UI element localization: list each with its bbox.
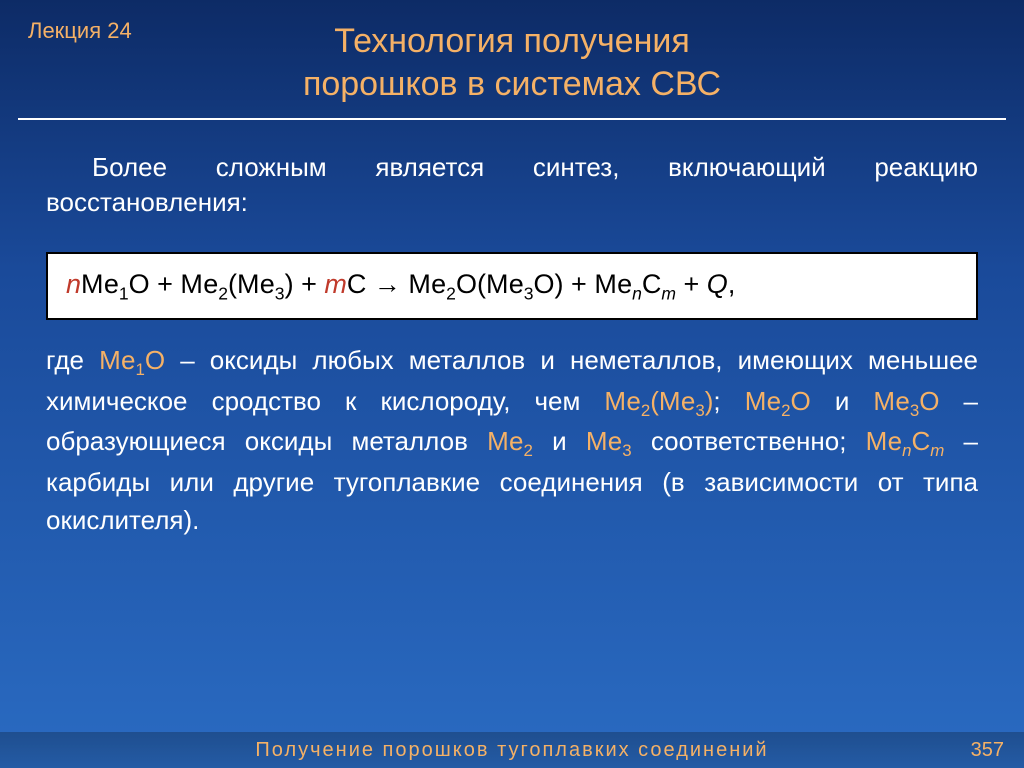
eq-me2o: Ме [408,269,446,299]
eq-plus4: + [676,269,707,299]
sym-me3-only-sub: 3 [622,442,631,461]
sym-me2: Ме [604,386,640,416]
intro-paragraph: Более сложным является синтез, включающи… [46,150,978,220]
eq-comma: , [728,269,736,299]
eq-me3: Ме [237,269,275,299]
sym-me3o-o: О [919,386,939,416]
eq-me2: Ме [180,269,218,299]
eq-open: ( [228,269,237,299]
title-divider [18,118,1006,120]
sym-me1o: Ме1О [99,345,165,375]
sym-me2me3: Ме2(Ме3) [604,386,713,416]
sym-me2o-me: Ме [745,386,781,416]
eq-me1o: Ме [81,269,119,299]
exp-t3: соответственно; [632,426,866,456]
sym-me2o-o: О [791,386,811,416]
eq-arrow: → [366,269,408,299]
eq-menc: Ме [594,269,632,299]
eq-menc-n: n [632,283,642,303]
sym-me3o: Ме3О [873,386,939,416]
sym-me1o-o: О [145,345,165,375]
sym-me3: Ме [659,386,695,416]
sym-mencm: МеnСm [866,426,945,456]
slide-title: Технология получения порошков в системах… [0,20,1024,105]
sym-me1o-sub: 1 [135,360,144,379]
var-m: m [324,269,347,299]
sym-me2-only-sub: 2 [524,442,533,461]
sym-me1o-me: Ме [99,345,135,375]
equation-box: nМе1О + Ме2(Ме3) + mС → Ме2О(Ме3О) + Меn… [46,252,978,320]
exp-semi1: ; [713,386,744,416]
sym-mencm-me: Ме [866,426,902,456]
sym-me3-only: Ме3 [586,426,632,456]
slide: Лекция 24 Технология получения порошков … [0,0,1024,768]
eq-plus3: + [564,269,595,299]
eq-me3o: Ме [486,269,524,299]
footer-text: Получение порошков тугоплавких соединени… [255,739,768,762]
eq-c: С [347,269,367,299]
eq-me1o-sub: 1 [119,283,129,303]
sym-me2o: Ме2О [745,386,811,416]
eq-menc-c: С [642,269,662,299]
eq-menc-m: m [661,283,676,303]
sym-me2-only-me: Ме [487,426,523,456]
sym-me3-only-me: Ме [586,426,622,456]
exp-and: и [811,386,874,416]
eq-plus2: + [294,269,325,299]
eq-me2-sub: 2 [218,283,228,303]
eq-close2: ) [555,269,564,299]
sym-me3o-sub: 3 [910,401,919,420]
eq-q: Q [707,269,728,299]
sym-mencm-c: С [911,426,930,456]
eq-plus1: + [150,269,181,299]
eq-close: ) [285,269,294,299]
title-line-2: порошков в системах СВС [303,65,721,103]
sym-me2-sub: 2 [641,401,650,420]
eq-me2o-sub: 2 [446,283,456,303]
sym-me2o-sub: 2 [781,401,790,420]
exp-where: где [46,345,99,375]
eq-me1o-o: О [129,269,150,299]
eq-me3o-o: О [534,269,555,299]
eq-me3o-sub: 3 [524,283,534,303]
eq-me3-sub: 3 [275,283,285,303]
sym-open: ( [650,386,659,416]
page-number: 357 [971,739,1004,762]
sym-me3-sub: 3 [695,401,704,420]
eq-me2o-o: О [456,269,477,299]
explanation-paragraph: где Ме1О – оксиды любых металлов и немет… [46,342,978,539]
exp-and2: и [533,426,586,456]
footer-bar: Получение порошков тугоплавких соединени… [0,732,1024,768]
var-n: n [66,269,81,299]
eq-open2: ( [477,269,486,299]
sym-me2-only: Ме2 [487,426,533,456]
title-line-1: Технология получения [334,22,690,60]
sym-me3o-me: Ме [873,386,909,416]
sym-mencm-m: m [930,442,944,461]
